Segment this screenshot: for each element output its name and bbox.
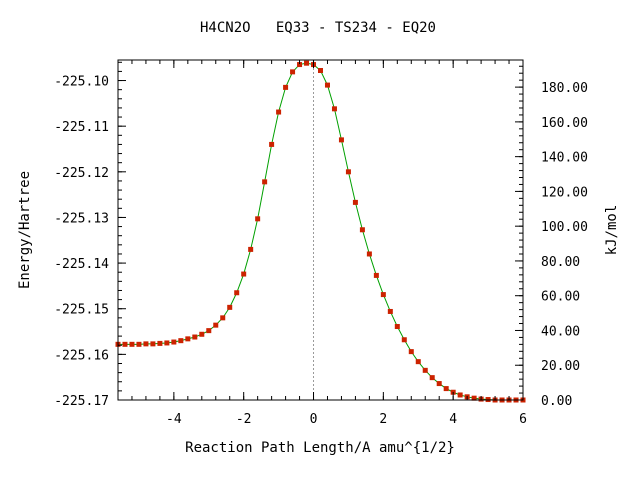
y2-tick-label: 20.00 [541,359,580,374]
data-point [297,62,303,68]
plot-frame [117,59,524,401]
x-tick-label: 2 [379,412,387,427]
data-point [422,367,428,373]
data-point [164,340,170,346]
data-point [401,337,407,343]
data-point [415,359,421,365]
y-tick-label: -225.15 [54,303,109,318]
data-point [143,341,149,347]
data-point [192,334,198,340]
data-point [276,109,282,115]
x-tick-label: 0 [310,412,318,427]
data-point [185,336,191,342]
y2-tick-label: 60.00 [541,290,580,305]
data-point [443,386,449,392]
y-tick-label: -225.13 [54,211,109,226]
y2-tick-label: 140.00 [541,151,588,166]
data-point [331,106,337,112]
x-tick-label: 6 [519,412,527,427]
chart-title: H4CN2O EQ33 - TS234 - EQ20 [200,20,436,36]
data-point [352,199,358,205]
data-point [318,68,323,73]
data-point [178,338,184,344]
data-point [373,272,379,278]
y2-tick-label: 120.00 [541,185,588,200]
data-point [255,216,261,222]
y2-tick-label: 40.00 [541,324,580,339]
data-point [262,179,268,185]
y2-tick-label: 80.00 [541,255,580,270]
data-point [429,375,435,381]
data-point [206,328,212,334]
data-point [338,137,344,143]
data-point [380,292,386,298]
x-tick-label: 4 [449,412,457,427]
y2-tick-label: 0.00 [541,394,572,409]
data-point [122,341,128,347]
data-point [248,246,254,252]
data-point [234,290,240,296]
data-point [394,324,400,330]
data-point [471,395,477,401]
x-tick-label: -4 [166,412,182,427]
data-point [408,349,414,355]
y2-tick-label: 100.00 [541,220,588,235]
y2-axis-label: kJ/mol [604,205,620,256]
data-point [290,69,296,75]
data-point [269,141,275,147]
y2-tick-label: 180.00 [541,81,588,96]
x-tick-label: -2 [236,412,252,427]
y-tick-label: -225.14 [54,257,109,272]
data-point [457,392,463,398]
data-point [283,84,289,90]
data-point [227,304,233,310]
axes: -4 -2 0 2 4 6 -225.10 -225.11 -225.12 -225.13 -225… [54,60,588,427]
data-point [157,340,163,346]
data-point [359,227,365,233]
data-point [304,60,310,66]
y-tick-label: -225.11 [54,120,109,135]
y2-tick-label: 160.00 [541,116,588,131]
data-point [220,315,226,321]
data-point [345,169,351,175]
y-tick-label: -225.12 [54,166,109,181]
y-axis-label: Energy/Hartree [17,171,33,289]
data-point [199,331,205,337]
y-tick-label: -225.16 [54,348,109,363]
data-point [136,341,142,347]
data-point [171,339,177,345]
data-point [366,251,372,257]
y-tick-label: -225.10 [54,75,109,90]
data-point [241,271,247,277]
data-point [213,322,219,328]
y-tick-label: -225.17 [54,394,109,409]
data-point [150,341,156,347]
x-axis-label: Reaction Path Length/A amu^{1/2} [185,440,455,456]
data-point [436,381,442,387]
data-point [129,341,135,347]
data-point [324,82,330,88]
data-point [387,308,393,314]
